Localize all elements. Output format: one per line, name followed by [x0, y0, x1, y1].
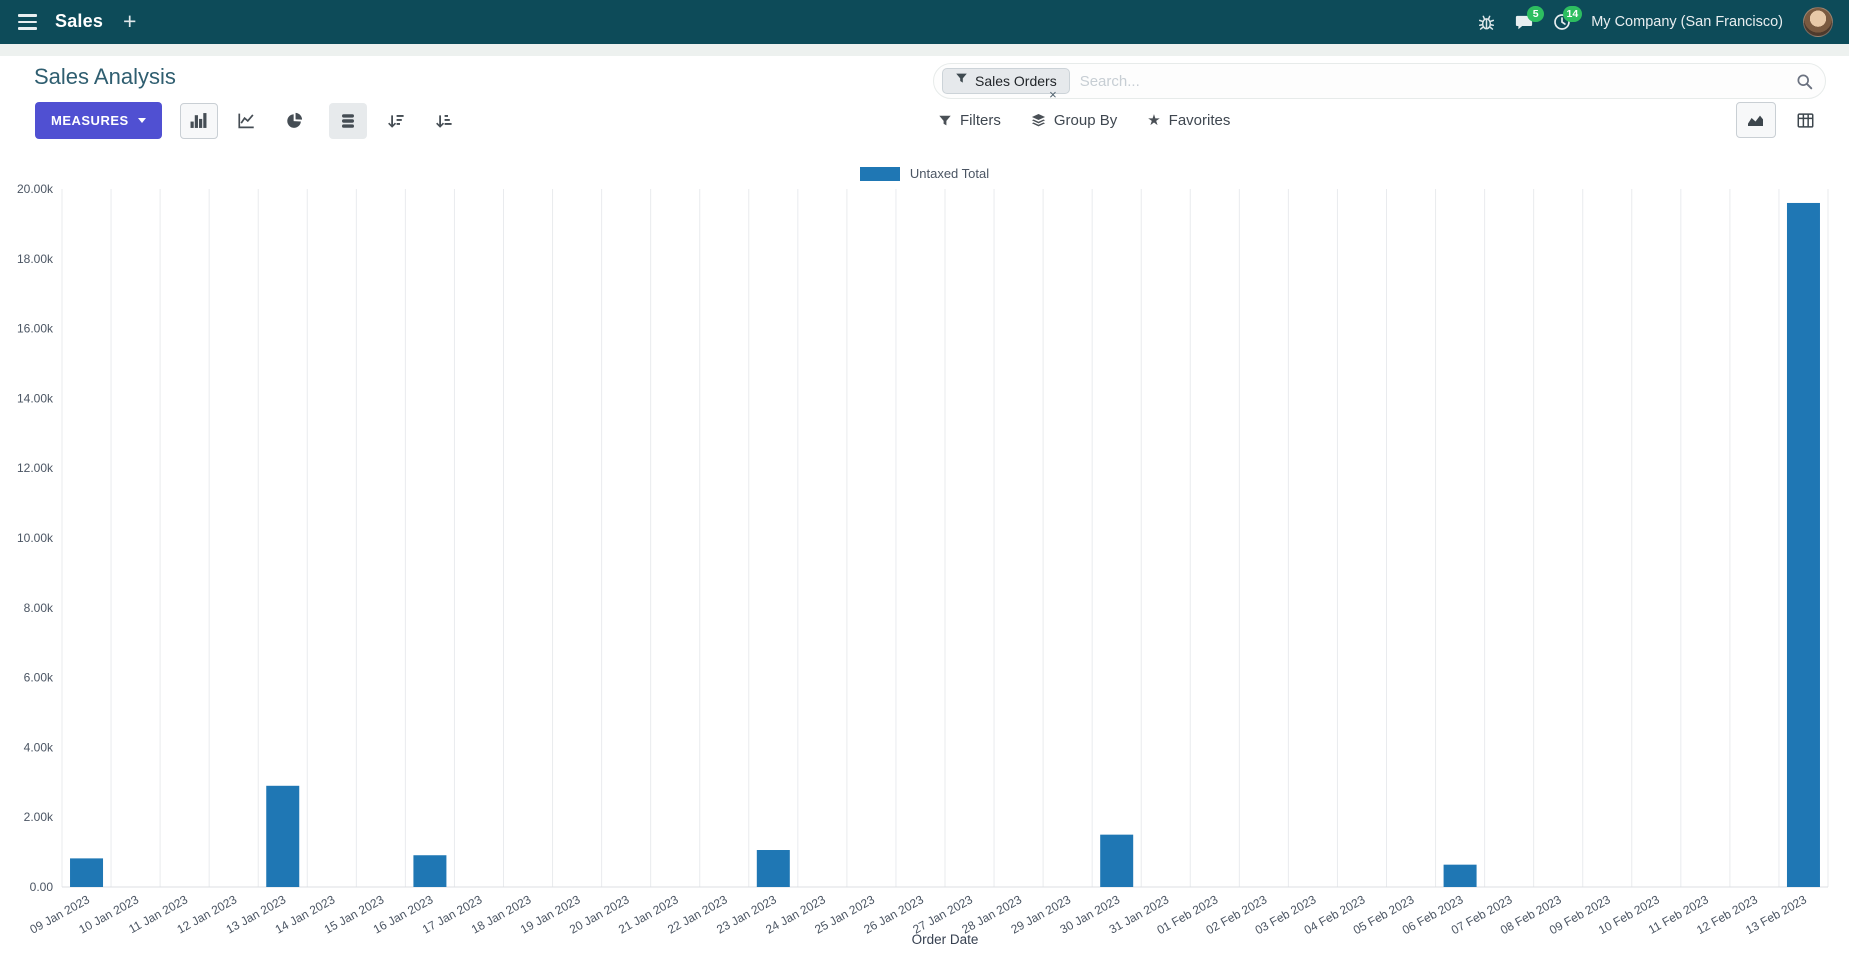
y-tick-label: 4.00k — [24, 740, 54, 754]
graph-view: Untaxed Total 0.00 2.00k 4.00k 6.00k 8.00k 10… — [0, 150, 1849, 958]
plus-icon[interactable]: + — [123, 8, 137, 35]
chevron-down-icon — [137, 118, 146, 123]
sort-descending-button[interactable] — [377, 103, 415, 139]
filters-label: Filters — [960, 112, 1001, 129]
star-icon: ★ — [1147, 112, 1161, 129]
bar-06-Feb-2023[interactable] — [1443, 864, 1477, 887]
group-by-label: Group By — [1053, 112, 1118, 129]
graph-toolbar: MEASURES — [35, 102, 463, 139]
legend-color-swatch — [859, 166, 900, 181]
y-tick-label: 18.00k — [17, 252, 54, 266]
x-axis-title: Order Date — [912, 932, 979, 947]
search-options: Filters Group By ★ Favorites — [938, 102, 1230, 139]
view-switcher — [1736, 102, 1825, 138]
pivot-view-button[interactable] — [1785, 102, 1825, 138]
messages-count-badge: 5 — [1527, 6, 1545, 22]
bar-13-Feb-2023[interactable] — [1786, 202, 1820, 888]
debug-bug-icon[interactable] — [1478, 14, 1495, 31]
y-tick-label: 12.00k — [17, 461, 54, 475]
graph-view-button[interactable] — [1736, 102, 1776, 138]
bar-09-Jan-2023[interactable] — [70, 858, 104, 887]
facet-label: Sales Orders — [975, 73, 1057, 89]
measures-button[interactable]: MEASURES — [35, 102, 162, 139]
chart-legend[interactable]: Untaxed Total — [0, 166, 1849, 181]
bar-chart-canvas: 0.00 2.00k 4.00k 6.00k 8.00k 10.00k 12.00k 14.0… — [17, 182, 1829, 947]
favorites-label: Favorites — [1168, 112, 1231, 129]
favorites-button[interactable]: ★ Favorites — [1147, 112, 1230, 129]
activities-count-badge: 14 — [1562, 6, 1583, 22]
sort-ascending-button[interactable] — [425, 103, 463, 139]
search-input[interactable] — [1069, 72, 1796, 90]
y-tick-label: 10.00k — [17, 531, 54, 545]
search-icon[interactable] — [1796, 73, 1813, 90]
filter-funnel-icon — [955, 72, 968, 90]
y-tick-label: 8.00k — [24, 601, 54, 615]
bar-23-Jan-2023[interactable] — [756, 850, 790, 887]
y-tick-label: 20.00k — [17, 182, 54, 196]
navbar-right: 5 14 My Company (San Francisco) — [1478, 6, 1833, 37]
group-by-button[interactable]: Group By — [1031, 112, 1117, 129]
y-tick-label: 16.00k — [17, 322, 54, 336]
company-switcher[interactable]: My Company (San Francisco) — [1591, 14, 1783, 30]
filters-button[interactable]: Filters — [938, 112, 1001, 129]
stacked-toggle-button[interactable] — [328, 102, 367, 139]
funnel-icon — [938, 114, 952, 128]
y-tick-label: 2.00k — [24, 810, 54, 824]
activities-clock-icon[interactable]: 14 — [1553, 6, 1583, 31]
navbar-separator — [0, 44, 1849, 56]
page-title: Sales Analysis — [34, 64, 176, 89]
bar-chart-mode-button[interactable] — [179, 102, 218, 139]
layers-icon — [1031, 113, 1046, 128]
messages-icon[interactable]: 5 — [1515, 6, 1545, 31]
user-avatar[interactable] — [1803, 7, 1833, 37]
y-tick-label: 14.00k — [17, 391, 54, 405]
y-tick-label: 0.00 — [30, 880, 54, 894]
bar-16-Jan-2023[interactable] — [413, 855, 447, 887]
search-facet-sales-orders[interactable]: Sales Orders × — [942, 68, 1070, 102]
control-panel: Sales Analysis Sales Orders × MEASURES — [0, 56, 1849, 150]
navbar-left: Sales + — [16, 10, 140, 33]
search-bar[interactable]: Sales Orders × — [933, 63, 1826, 102]
facet-remove-icon[interactable]: × — [1049, 87, 1057, 102]
measures-label: MEASURES — [51, 113, 129, 128]
app-name[interactable]: Sales — [55, 11, 104, 32]
bar-30-Jan-2023[interactable] — [1100, 834, 1134, 887]
y-tick-label: 6.00k — [24, 671, 54, 685]
top-navbar: Sales + 5 14 My Company (San F — [0, 0, 1849, 44]
line-chart-mode-button[interactable] — [228, 103, 266, 139]
legend-label: Untaxed Total — [909, 166, 990, 181]
apps-menu-icon[interactable] — [16, 10, 39, 33]
pie-chart-mode-button[interactable] — [276, 103, 314, 139]
bar-13-Jan-2023[interactable] — [266, 785, 300, 887]
